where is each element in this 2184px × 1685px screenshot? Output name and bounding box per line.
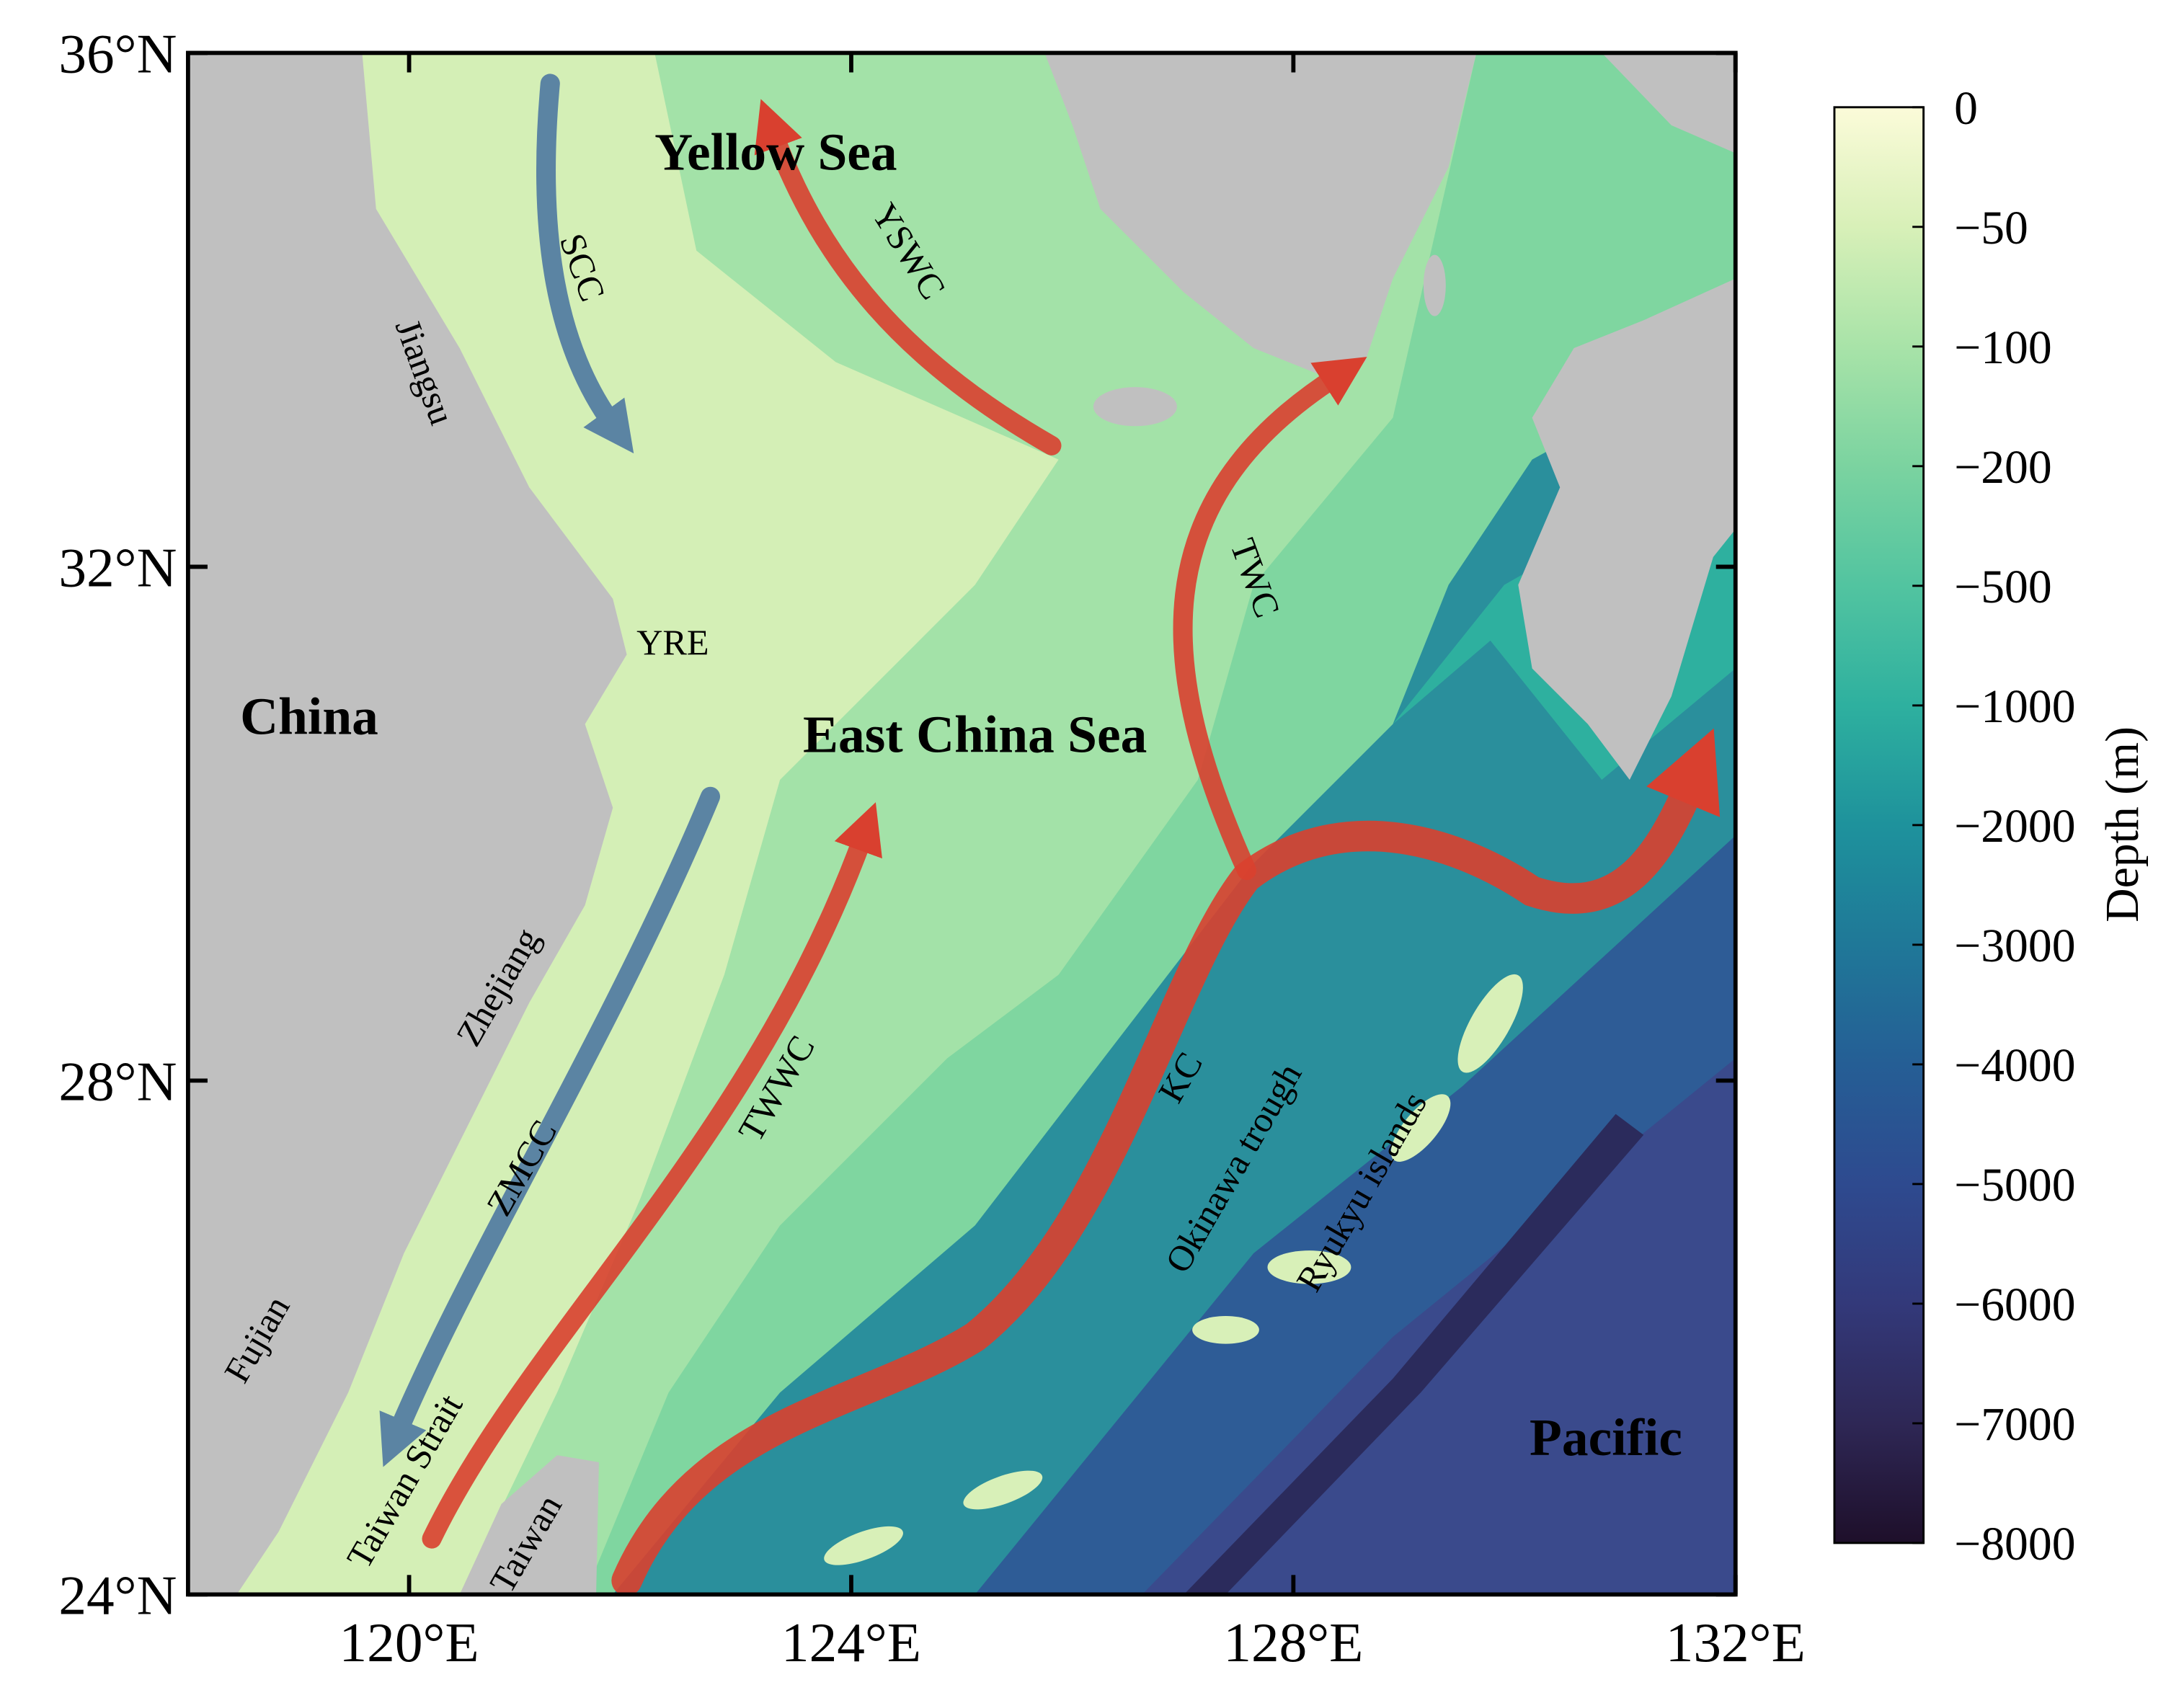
x-tick-label: 128°E <box>1223 1611 1363 1673</box>
x-tick-label: 132°E <box>1666 1611 1806 1673</box>
colorbar-tick-label: −3000 <box>1954 920 2075 972</box>
current-zmcc <box>379 786 721 1467</box>
country-label: China <box>240 687 378 745</box>
colorbar-title: Depth (m) <box>2096 726 2149 922</box>
land-taiwan <box>459 1455 599 1595</box>
ocean-label: Pacific <box>1530 1408 1682 1467</box>
land-kyushu <box>1518 278 1736 781</box>
island-jeju <box>1093 387 1177 427</box>
colorbar-tick-label: −200 <box>1954 441 2052 494</box>
colorbar-tick-label: −4000 <box>1954 1039 2075 1092</box>
colorbar <box>1833 106 1925 1544</box>
sea-label: Yellow Sea <box>654 123 897 182</box>
currents <box>379 74 1721 1595</box>
island <box>1457 974 1523 1073</box>
current-yswc <box>754 99 1062 455</box>
land-korea <box>1044 53 1477 376</box>
sea-label: East China Sea <box>803 705 1147 763</box>
estuary-label: YRE <box>636 622 709 662</box>
colorbar-tick-label: −500 <box>1954 561 2052 613</box>
colorbar-tick-label: −2000 <box>1954 800 2075 853</box>
map-body: Yellow Sea East China Sea China Pacific … <box>187 53 1736 1595</box>
ryukyu-islands <box>824 974 1523 1565</box>
island <box>1390 1094 1451 1162</box>
y-tick-label: 32°N <box>58 536 177 598</box>
colorbar-tick-label: −8000 <box>1954 1518 2075 1570</box>
colorbar-tick-label: −100 <box>1954 321 2052 374</box>
colorbar-tick-label: 0 <box>1954 82 1978 135</box>
colorbar-tick-label: −50 <box>1954 202 2028 254</box>
x-tick-label: 120°E <box>339 1611 479 1673</box>
y-tick-label: 24°N <box>58 1564 177 1626</box>
island-tsushima <box>1423 254 1446 316</box>
trench <box>1184 1113 1644 1595</box>
colorbar-tick-label: −5000 <box>1954 1159 2075 1211</box>
current-kc <box>611 728 1721 1595</box>
island <box>963 1470 1043 1510</box>
land-china <box>187 53 627 1595</box>
land-honshu <box>1602 53 1736 154</box>
island <box>1192 1315 1259 1344</box>
y-tick-label: 28°N <box>58 1050 177 1112</box>
colorbar-tick-label: −7000 <box>1954 1398 2075 1451</box>
current-twc <box>1173 357 1367 881</box>
y-tick-label: 36°N <box>58 22 177 84</box>
x-tick-label: 124°E <box>781 1611 921 1673</box>
colorbar-tick-label: −6000 <box>1954 1279 2075 1331</box>
current-twwc <box>422 802 882 1549</box>
island <box>1267 1250 1351 1284</box>
island <box>824 1526 903 1565</box>
plot-frame <box>185 50 1738 1597</box>
colorbar-tick-label: −1000 <box>1954 680 2075 733</box>
current-scc <box>536 74 634 454</box>
